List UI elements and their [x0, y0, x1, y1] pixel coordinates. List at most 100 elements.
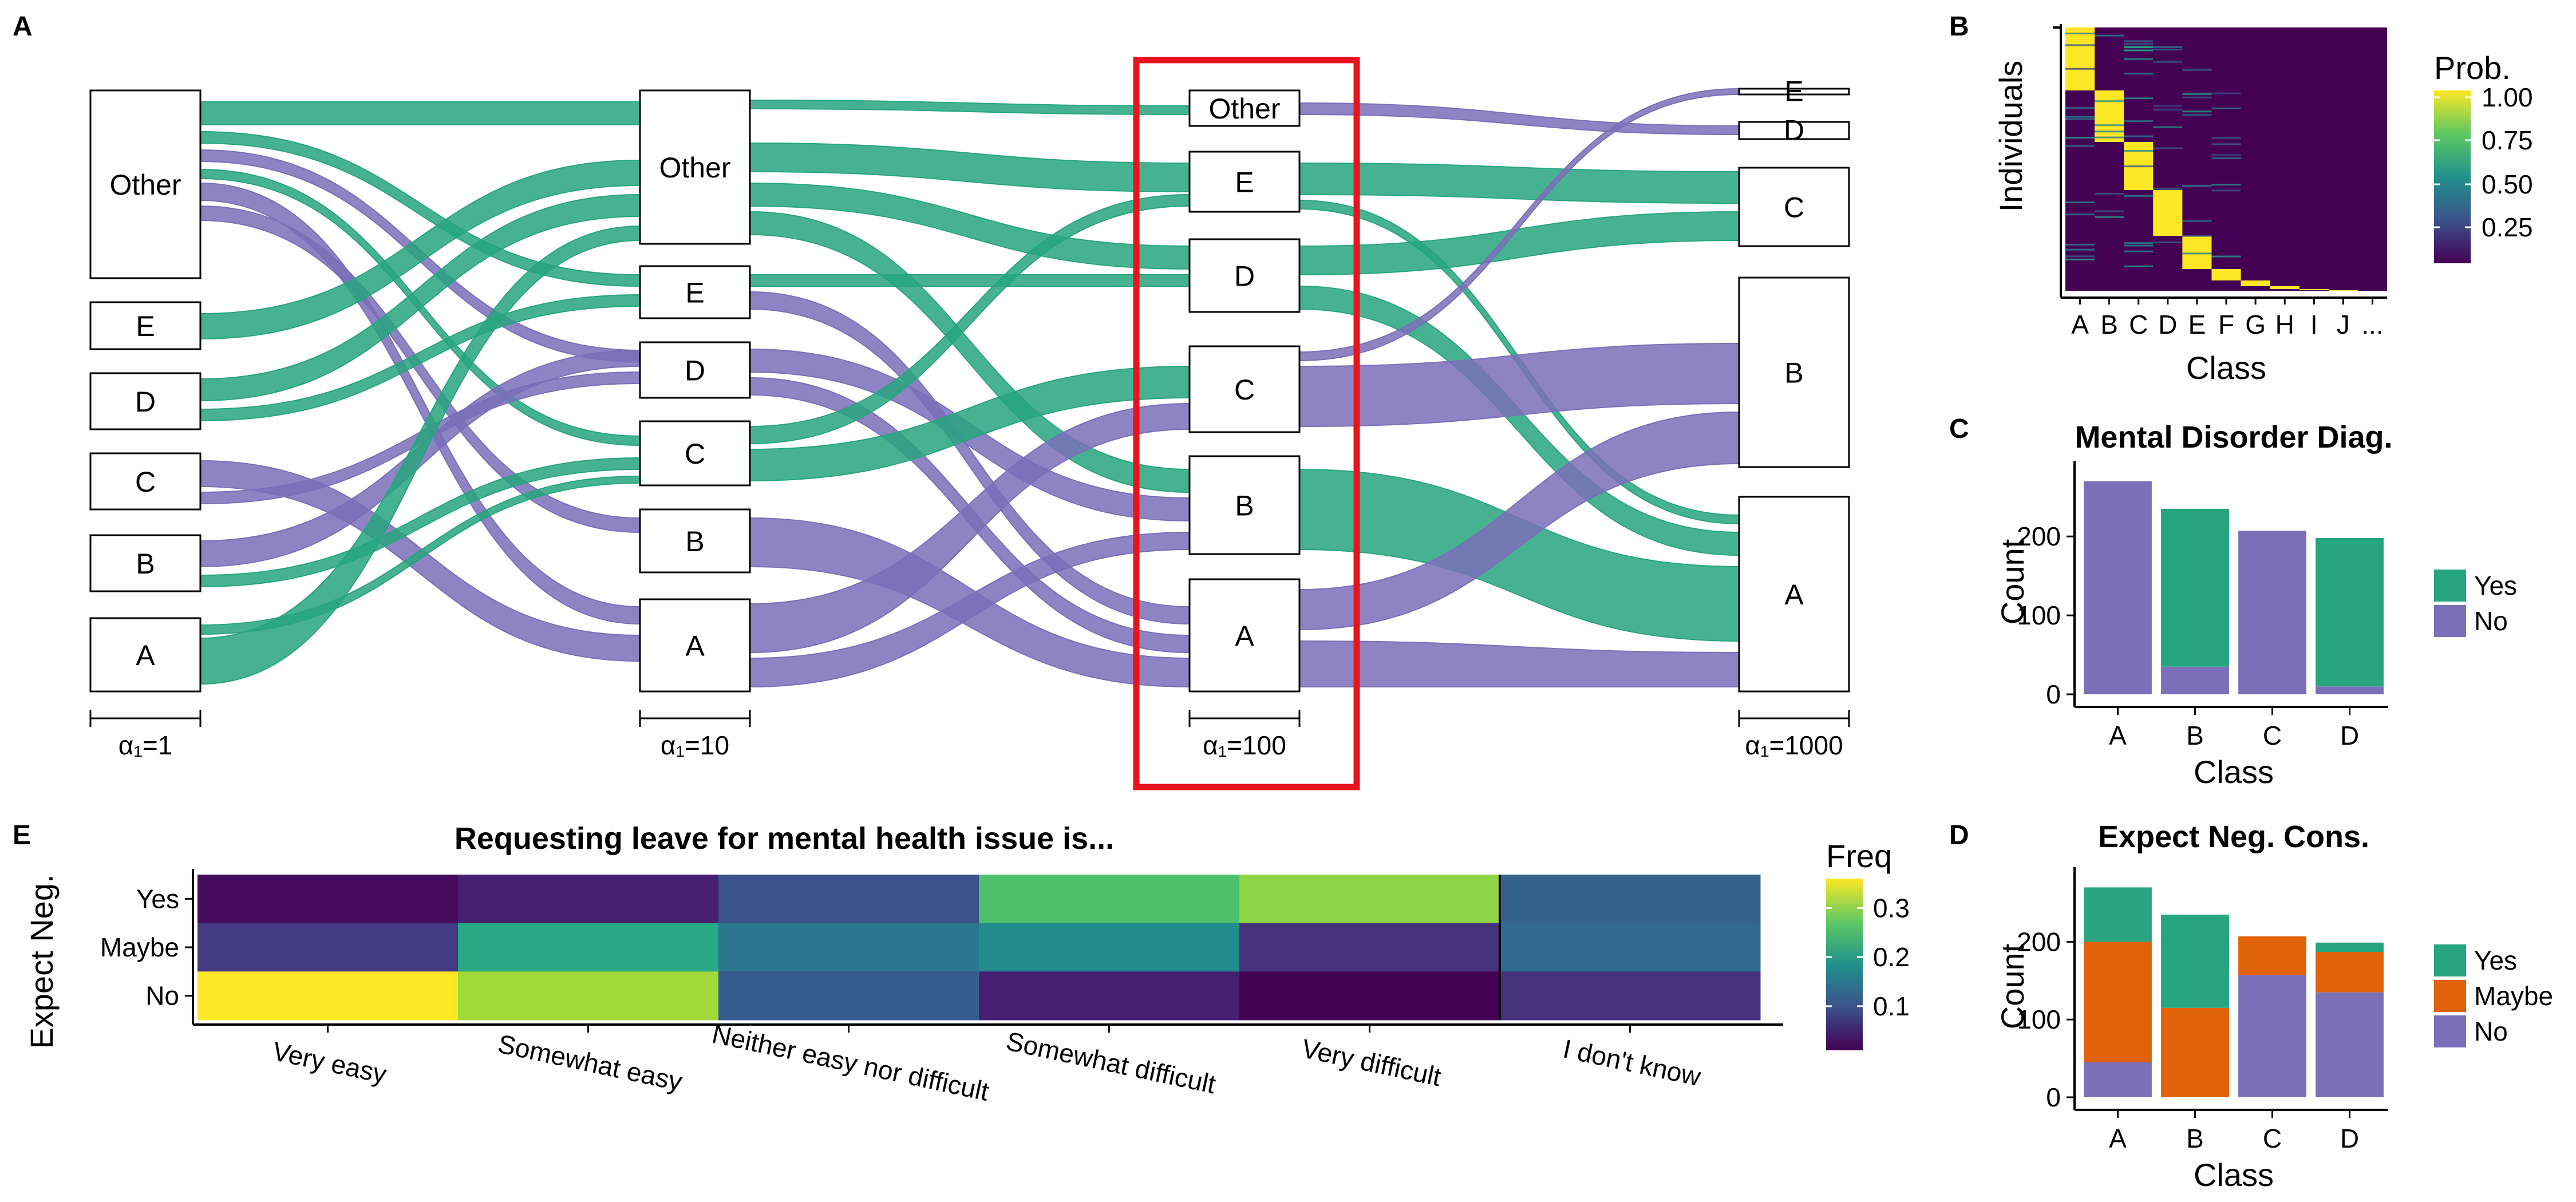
heatmap-cell — [1239, 875, 1500, 924]
legend-swatch — [2434, 980, 2466, 1012]
alluvial-node-box — [1738, 121, 1850, 140]
colorbar-tick-label: 0.25 — [2482, 212, 2533, 242]
legend-label: Yes — [2474, 571, 2517, 600]
alluvial-node-box — [639, 341, 751, 399]
heatmap-b-speckle — [2211, 143, 2241, 145]
heatmap-cell — [979, 875, 1240, 924]
y-tick-label: No — [145, 981, 179, 1011]
heatmap-cell — [979, 923, 1240, 972]
heatmap-b-speckle — [2065, 243, 2095, 246]
chart-title: Requesting leave for mental health issue… — [455, 821, 1114, 856]
heatmap-b-speckle — [2065, 258, 2095, 260]
alluvial-node: A — [1188, 578, 1301, 693]
bar-segment — [2238, 936, 2306, 975]
y-tick-label: Maybe — [100, 932, 179, 962]
leave-request-heatmap: Yes Maybe No Very easy Somewhat easy Neither … — [23, 821, 1910, 1106]
x-axis-label: Class — [2194, 1157, 2274, 1193]
alluvial-node-box — [89, 372, 202, 430]
heatmap-b-legend-title: Prob. — [2434, 50, 2511, 86]
colorbar-tick-label: 0.50 — [2482, 169, 2533, 199]
heatmap-b-speckle — [2065, 137, 2095, 139]
legend-swatch — [2434, 944, 2466, 976]
legend-swatch — [2434, 1015, 2466, 1047]
heatmap-cell — [979, 971, 1240, 1021]
bar-segment — [2316, 686, 2384, 694]
alluvial-node-label: B — [136, 548, 155, 580]
heatmap-cell — [197, 971, 459, 1021]
heatmap-b-speckle — [2095, 34, 2124, 37]
alluvial-node: B — [1188, 455, 1301, 555]
heatmap-b-speckle — [2124, 58, 2154, 60]
bar-segment — [2084, 481, 2152, 694]
heatmap-cell — [718, 971, 979, 1021]
colorbar-tick-label: 0.75 — [2482, 125, 2533, 155]
alluvial-node: E — [1738, 76, 1850, 108]
heatmap-b-speckle — [2153, 188, 2183, 190]
heatmap-cell — [458, 923, 719, 972]
alluvial-node-label: C — [685, 438, 705, 470]
heatmap-b-speckle — [2065, 116, 2095, 118]
heatmap-b-speckle — [2124, 250, 2154, 252]
alluvial-node-label: D — [1234, 260, 1255, 292]
heatmap-cell — [718, 923, 979, 972]
alluvial-node-box — [1738, 88, 1850, 96]
alluvial-node: E — [1188, 151, 1301, 213]
x-tick-label: B — [2186, 1124, 2204, 1153]
alluvial-node-box — [1188, 455, 1301, 555]
alluvial-node-label: E — [1235, 167, 1254, 199]
x-tick-label: I don't know — [1560, 1034, 1704, 1092]
alluvial-node-box — [89, 534, 202, 592]
colorbar-tick-label: 0.2 — [1873, 942, 1910, 972]
alluvial-flow — [749, 142, 1190, 193]
alluvial-node: Other — [639, 89, 751, 245]
alluvial-node: B — [89, 534, 202, 592]
heatmap-b-block — [2299, 289, 2329, 290]
alluvial-node-box — [89, 452, 202, 511]
heatmap-b-speckle — [2211, 189, 2241, 192]
x-tick-label: Very difficult — [1299, 1033, 1444, 1092]
alluvial-node-box — [639, 89, 751, 245]
alluvial-node-box — [1188, 89, 1301, 127]
heatmap-b-speckle — [2124, 97, 2154, 100]
x-tick-label: Somewhat easy — [495, 1029, 685, 1097]
heatmap-b-speckle — [2065, 145, 2095, 147]
colorbar-tick-label: 0.1 — [1873, 991, 1910, 1021]
y-tick-label: 200 — [2017, 927, 2061, 956]
heatmap-b-block — [2153, 190, 2183, 236]
alluvial-node: C — [1188, 345, 1301, 433]
alluvial-node: Other — [1188, 89, 1301, 127]
heatmap-b-block — [2065, 27, 2095, 90]
alluvial-node: D — [1188, 238, 1301, 313]
mental-disorder-bar-chart: A B C D 0 100 200 Mental Disorder Diag. Class Cou… — [1994, 420, 2517, 790]
alluvial-flows — [200, 88, 1740, 688]
alluvial-node-label: Other — [1208, 93, 1280, 125]
heatmap-b-class-label: A — [2071, 310, 2089, 339]
heatmap-b-speckle — [2182, 93, 2212, 95]
heatmap-b-class-label: H — [2275, 310, 2294, 339]
alluvial-node: E — [639, 265, 751, 319]
heatmap-b-speckle — [2211, 157, 2241, 160]
heatmap-b-speckle — [2065, 248, 2095, 251]
alluvial-node: Other — [89, 89, 202, 279]
y-tick-label: 100 — [2017, 600, 2061, 630]
legend-label: No — [2474, 1017, 2508, 1046]
alluvial-node-label: E — [1784, 76, 1803, 108]
alluvial-node: C — [1738, 167, 1850, 247]
heatmap-b-speckle — [2153, 46, 2183, 48]
heatmap-b-speckle — [2124, 46, 2154, 48]
heatmap-b-speckle — [2124, 244, 2154, 247]
bar-segment — [2316, 942, 2384, 952]
x-tick-label: A — [2109, 1124, 2127, 1153]
x-tick-label: Very easy — [270, 1036, 389, 1089]
bar-segment — [2238, 531, 2306, 694]
heatmap-cell — [1239, 971, 1500, 1021]
colorbar-title: Freq — [1826, 838, 1892, 874]
alluvial-node-label: E — [685, 277, 704, 309]
heatmap-b-speckle — [2153, 105, 2183, 107]
heatmap-b-speckle — [2182, 235, 2212, 237]
alluvial-node-label: Other — [659, 152, 730, 184]
alluvial-node-box — [639, 598, 751, 693]
y-axis-label: Count — [1994, 539, 2030, 624]
heatmap-b-speckle — [2124, 195, 2154, 197]
heatmap-b-speckle — [2124, 43, 2154, 45]
